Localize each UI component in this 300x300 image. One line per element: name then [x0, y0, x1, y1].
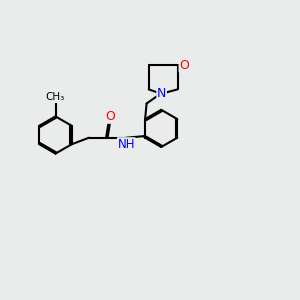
Text: O: O — [105, 110, 115, 123]
Text: N: N — [157, 86, 166, 100]
Text: NH: NH — [118, 138, 135, 151]
Text: O: O — [179, 59, 189, 72]
Text: CH₃: CH₃ — [46, 92, 65, 103]
